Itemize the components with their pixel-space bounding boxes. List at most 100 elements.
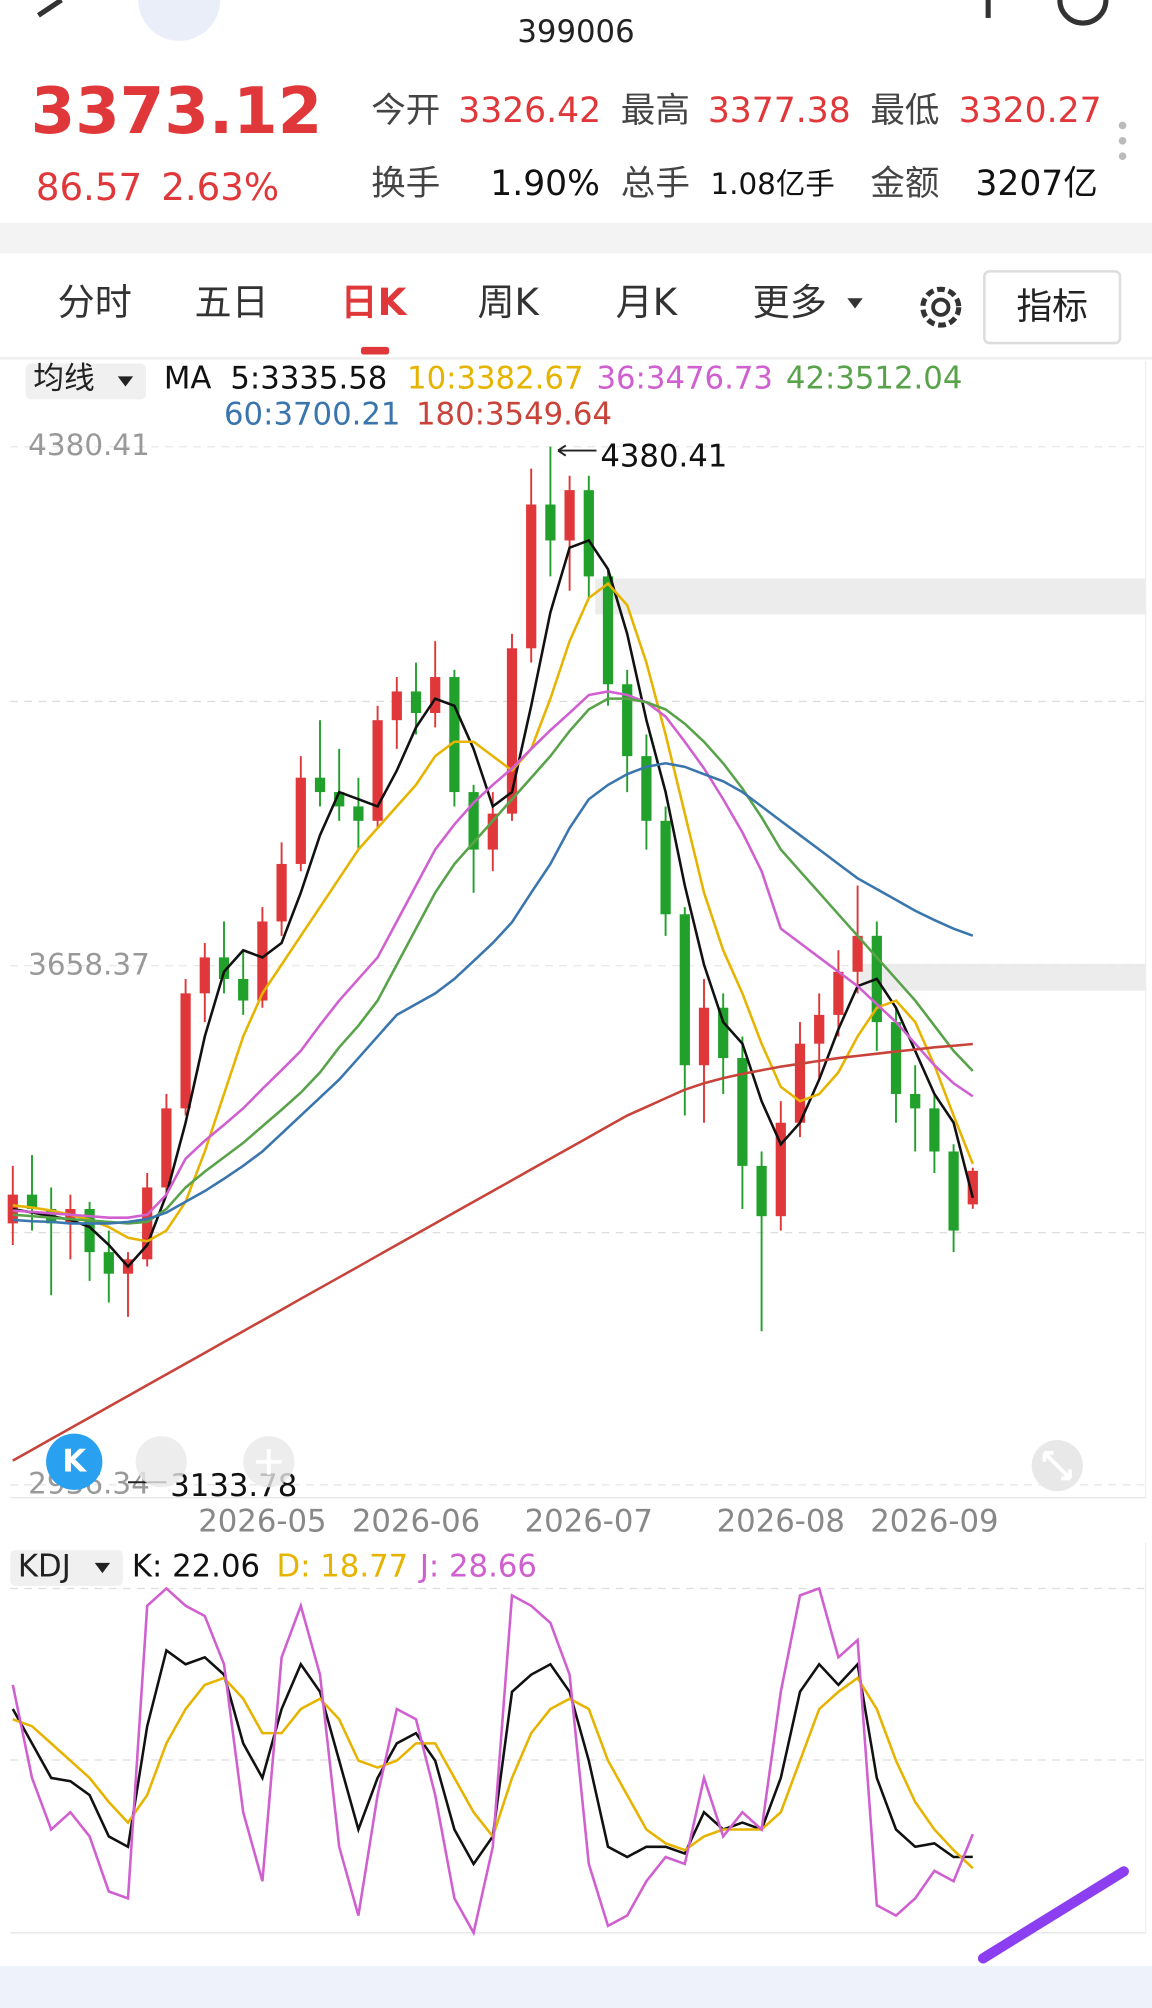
x-tick-label: 2026-05 [198,1504,326,1540]
price-zone [595,578,1146,615]
legend-entry: 60:3700.21 [224,397,400,433]
legend-entry: J: 28.66 [418,1549,537,1585]
candle-body [314,777,326,793]
candle-body [756,1165,767,1217]
candle-body [295,777,306,864]
main-chart: 均线MA4380.413658.372936.345:3335.5810:338… [7,361,1146,1540]
price-zone [860,963,1146,991]
dropdown-arrow [847,298,863,309]
settings-icon[interactable] [920,286,962,328]
kdj-menu[interactable]: KDJ [18,1549,71,1585]
bottom-bar [0,1966,1152,2008]
stat-value: 3320.27 [959,91,1102,131]
dropdown-arrow [94,1562,111,1574]
stock-code: 399006 [517,14,634,50]
change-pct: 2.63% [161,166,279,209]
legend-entry: 42:3512.04 [786,361,962,397]
candle-body [84,1209,95,1253]
candle-body [794,1043,806,1123]
candle-body [679,914,690,1066]
candle-body [218,957,230,979]
dot [1118,121,1127,130]
candle-body [353,806,364,821]
search-icon[interactable] [1057,0,1109,26]
candle-body [449,677,460,793]
candle-body [718,1007,729,1059]
candle-body [602,576,614,685]
tab[interactable]: 日K [340,281,407,324]
ma-menu[interactable]: 均线 [33,361,94,397]
stat-label: 今开 [371,91,440,131]
avatar[interactable] [138,0,221,41]
legend-entry: 36:3476.73 [596,361,772,397]
tabs: 分时 五日 日K 周K 月K 更多 [58,281,863,355]
candle-body [334,792,345,807]
change: 86.57 [36,166,142,209]
x-tick-label: 2026-06 [352,1504,480,1540]
candle-body [775,1122,786,1217]
candle-body [487,813,498,850]
candle-body [65,1209,76,1224]
annotation-arrow [557,444,567,457]
candle-body [641,756,652,821]
ma-line [12,1042,973,1462]
candle-body [430,677,441,713]
ma-line [12,690,974,1219]
x-tick-label: 2026-09 [870,1504,998,1540]
ma-line [12,761,974,1225]
stats: 今开 3326.42 最高 3377.38 最低 3320.27 换手 1.90% 总手 1.08… [371,91,1101,204]
stat-label: 金额 [870,164,939,204]
candle-body [238,978,249,1001]
candle-body [583,490,594,577]
stat-value: 3377.38 [708,91,851,131]
ma-label: MA [164,361,212,397]
kdj-chart: KDJ K: 22.06 D: 18.77 J: 28.66 [11,1549,974,1937]
legend-entry: K: 22.06 [132,1549,260,1585]
tab-indicator [360,346,390,355]
plus [256,1448,282,1475]
candle-body [526,504,537,649]
indicator-button-label: 指标 [1016,286,1088,327]
stat-value: 3326.42 [458,91,601,131]
candle-body [391,691,402,721]
kdj-menu-box[interactable] [10,1550,123,1586]
candle-body [257,921,268,1001]
tab[interactable]: 月K [616,281,679,324]
stat-value: 1.08亿手 [710,167,834,201]
ma-menu-box[interactable] [25,363,146,400]
legend-entry: 5:3335.58 [230,361,387,397]
candle-body [142,1187,153,1260]
tab[interactable]: 五日 [195,281,269,324]
kdj-line [11,1586,974,1937]
indicator-button[interactable] [983,270,1122,345]
stat-label: 总手 [621,164,690,204]
expand-arrows [1042,1450,1072,1481]
tab[interactable]: 周K [477,281,540,324]
ma-line [12,581,974,1243]
tab[interactable]: 分时 [58,281,132,324]
svg-text:K: K [62,1444,87,1480]
candle-body [814,1014,825,1044]
legend-entry: 10:3382.67 [407,361,583,397]
stat-value: 1.90% [490,164,600,204]
dot [1118,152,1127,160]
legend-entry: 180:3549.64 [416,397,612,433]
candle-body [737,1058,748,1166]
tab[interactable]: 更多 [753,281,827,324]
dot [1118,136,1127,145]
candle-body [103,1252,114,1274]
y-tick-label: 4380.41 [28,428,150,462]
stat-label: 换手 [371,164,440,204]
dropdown-arrow [117,376,134,387]
zoom-out[interactable] [135,1436,187,1488]
stat-value: 3207亿 [975,164,1097,204]
ma-line [12,697,974,1225]
candle-body [622,684,633,757]
kline-icon[interactable]: K [46,1433,103,1490]
annotation: 4380.41 [600,439,727,475]
ma-line [12,538,975,1269]
x-tick-label: 2026-07 [525,1504,653,1540]
back-icon[interactable] [36,0,63,18]
